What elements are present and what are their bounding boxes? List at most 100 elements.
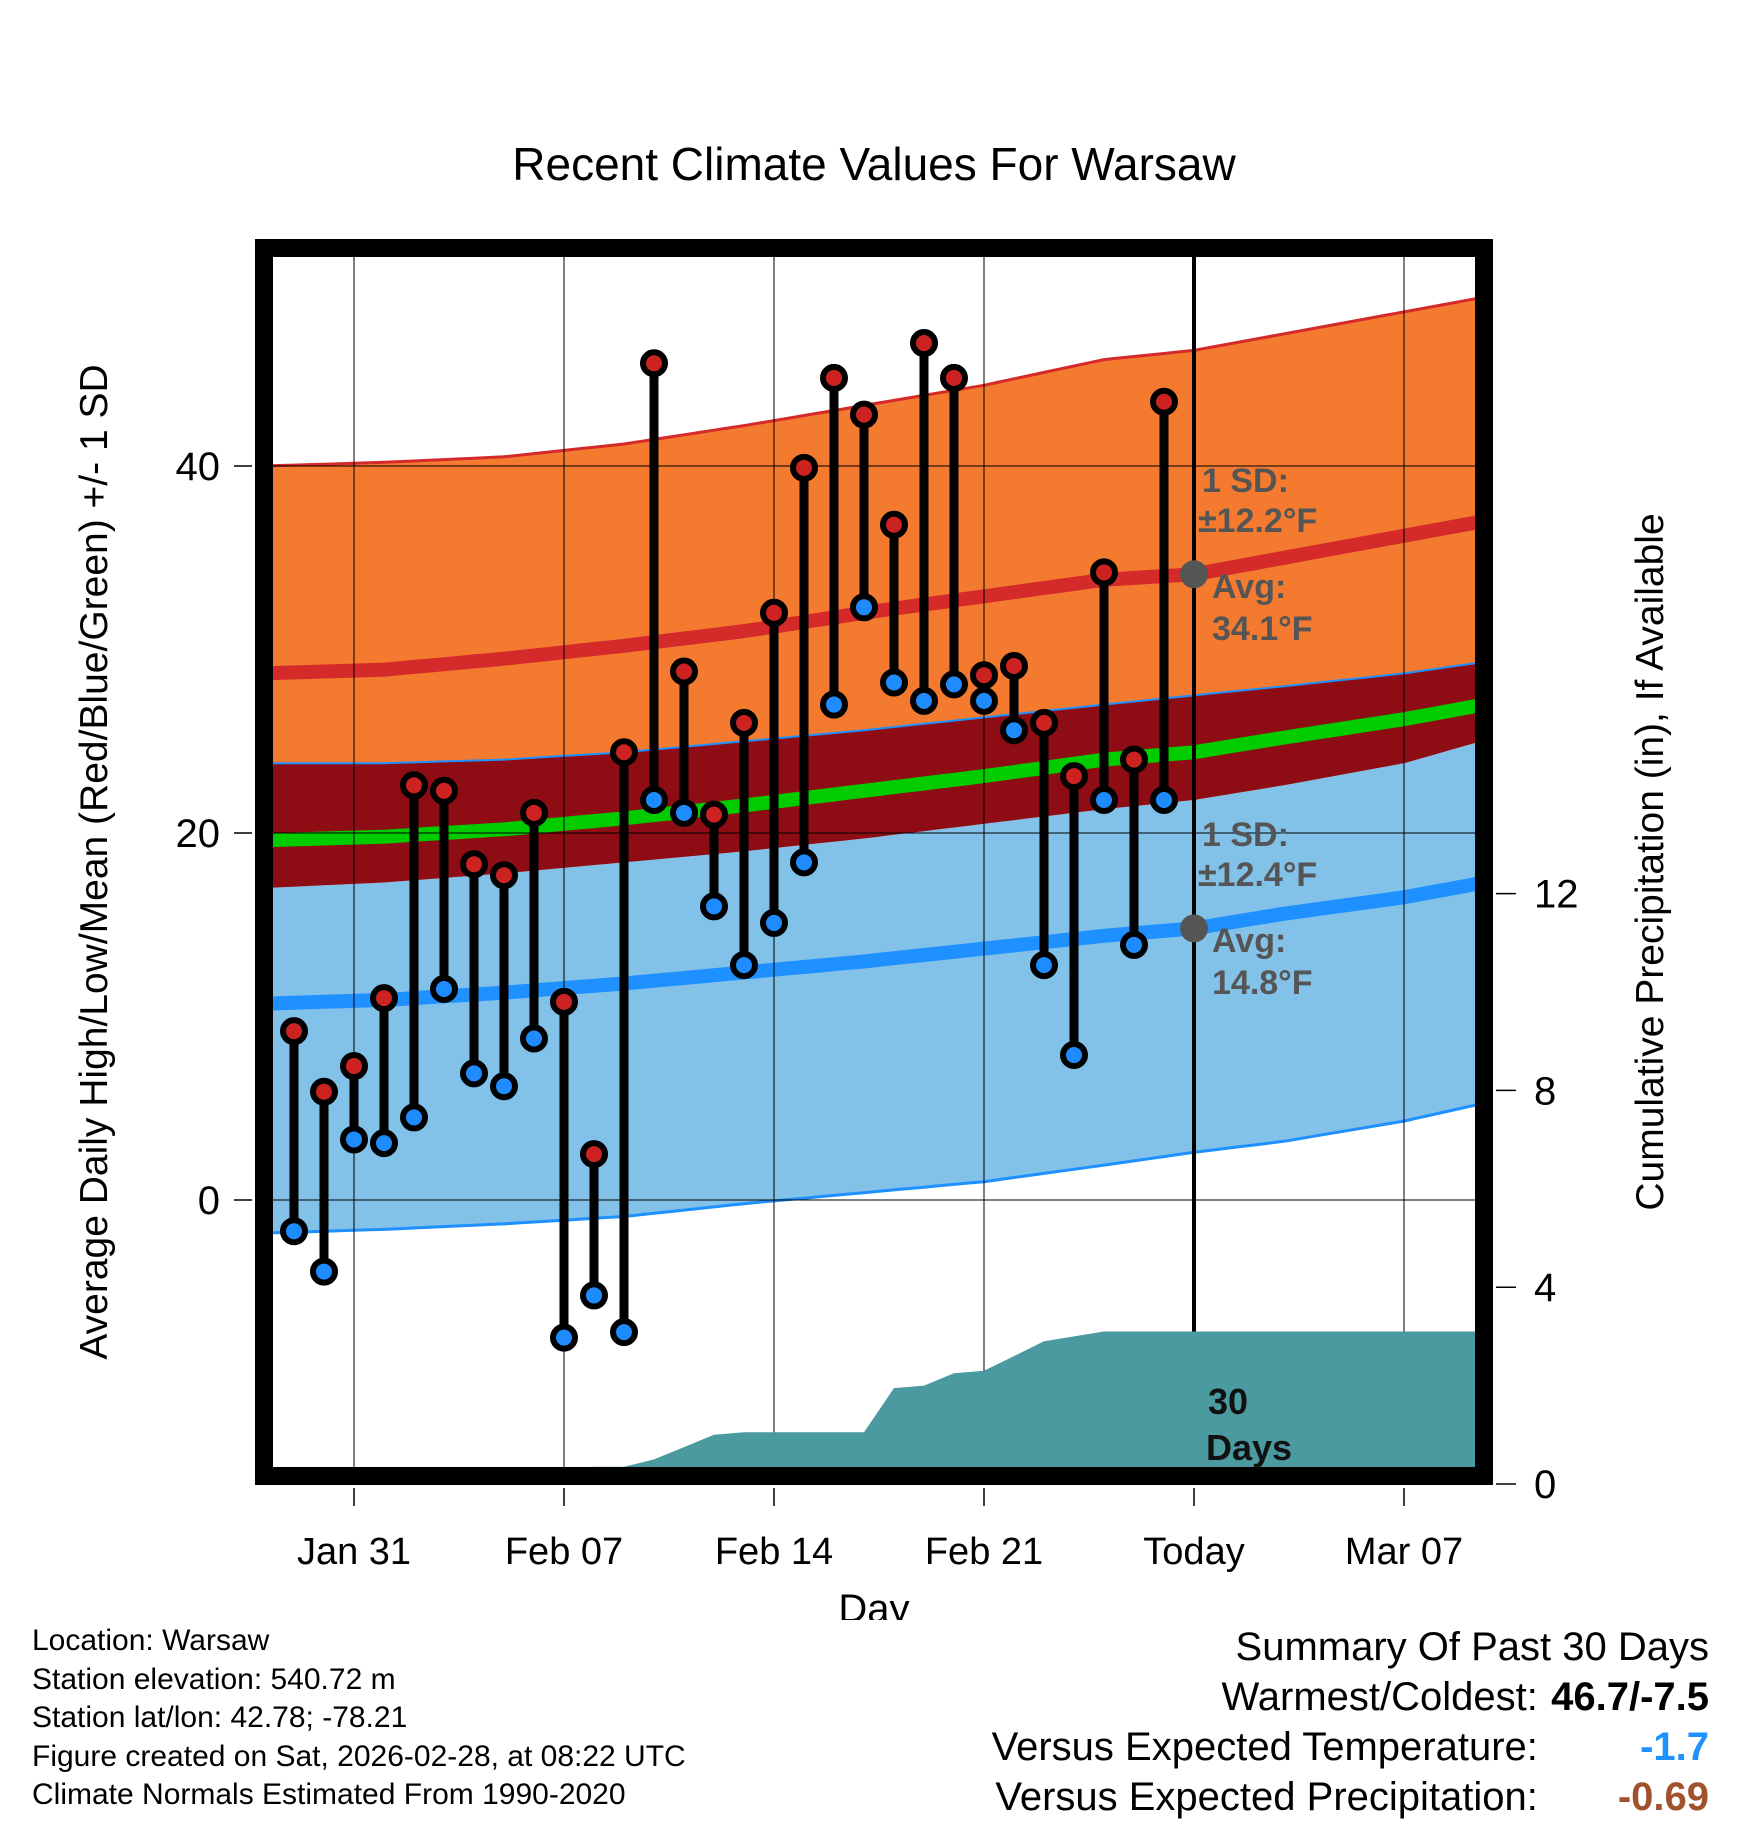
x-tick-label: Feb 21 — [925, 1531, 1043, 1573]
y2-tick-label: 4 — [1534, 1266, 1556, 1310]
high-point — [880, 510, 908, 539]
low-point — [1000, 716, 1028, 745]
warmest-value: 46.7/-7.5 — [1551, 1675, 1709, 1719]
high-avg-marker — [1180, 560, 1208, 589]
low-point — [1150, 785, 1178, 814]
high-point — [790, 453, 818, 482]
low-point — [460, 1059, 488, 1088]
high-sd-label: 1 SD: — [1202, 462, 1289, 500]
high-point — [520, 798, 548, 827]
temp-label: Versus Expected Temperature: — [991, 1725, 1538, 1769]
precip-label: Versus Expected Precipitation: — [995, 1775, 1538, 1819]
low-point — [730, 951, 758, 980]
normal-bands — [264, 296, 1481, 1235]
low-point — [580, 1281, 608, 1310]
low-avg-marker — [1180, 914, 1208, 943]
y2-tick-label: 8 — [1534, 1069, 1556, 1113]
summary-precip-row: Versus Expected Precipitation: -0.69 — [992, 1772, 1709, 1822]
low-point — [940, 670, 968, 699]
high-point — [1150, 387, 1178, 416]
precip-value: -0.69 — [1617, 1775, 1709, 1819]
high-point — [310, 1077, 338, 1106]
low-point — [430, 974, 458, 1003]
high-point — [1000, 652, 1028, 681]
high-point — [580, 1140, 608, 1169]
low-point — [850, 593, 878, 622]
high-avg-value: 34.1°F — [1212, 610, 1313, 648]
low-sd-label: 1 SD: — [1202, 816, 1289, 854]
location-text: Location: Warsaw — [32, 1624, 270, 1657]
y-tick-label: 20 — [176, 812, 221, 856]
low-point — [700, 892, 728, 921]
high-point — [340, 1052, 368, 1081]
low-point — [550, 1323, 578, 1352]
low-lower-line — [264, 1102, 1480, 1235]
summary-warmest-row: Warmest/Coldest: 46.7/-7.5 — [992, 1672, 1710, 1722]
warmest-label: Warmest/Coldest: — [1221, 1675, 1538, 1719]
high-sd-value: ±12.2°F — [1198, 502, 1317, 540]
low-point — [880, 668, 908, 697]
low-point — [1090, 785, 1118, 814]
latlon-text: Station lat/lon: 42.78; -78.21 — [32, 1701, 408, 1734]
precip-window-label: Days — [1206, 1427, 1292, 1468]
high-point — [1090, 558, 1118, 587]
low-point — [310, 1257, 338, 1286]
low-point — [910, 686, 938, 715]
summary-title: Summary Of Past 30 Days — [1235, 1625, 1709, 1669]
high-point — [370, 984, 398, 1013]
low-avg-label: Avg: — [1212, 922, 1286, 960]
high-point — [820, 363, 848, 392]
y-tick-label: 40 — [176, 445, 221, 489]
high-point — [700, 800, 728, 829]
high-avg-label: Avg: — [1212, 568, 1286, 606]
daily-range-stems — [289, 338, 1169, 1343]
high-point — [430, 776, 458, 805]
axes: 0 20 40 0 4 8 12 Jan 31 Feb 07 Feb 14 Feb 21 Today M… — [176, 445, 1579, 1573]
summary-temp-row: Versus Expected Temperature: -1.7 — [992, 1722, 1709, 1772]
high-point — [400, 771, 428, 800]
x-axis-label: Day — [838, 1587, 909, 1620]
high-point — [940, 363, 968, 392]
high-point — [850, 400, 878, 429]
low-point — [340, 1125, 368, 1154]
y-axis-label: Average Daily High/Low/Mean (Red/Blue/Gr… — [73, 364, 116, 1359]
high-point — [1030, 708, 1058, 737]
high-point — [550, 987, 578, 1016]
x-tick-label: Feb 07 — [505, 1531, 623, 1573]
overlap-band — [264, 662, 1479, 888]
mean-line — [264, 698, 1481, 848]
high-point — [280, 1017, 308, 1046]
low-point — [400, 1103, 428, 1132]
grid-lines — [264, 248, 1484, 1476]
high-point — [670, 657, 698, 686]
high-point — [910, 329, 938, 358]
precipitation-area — [536, 1331, 1484, 1476]
high-point — [460, 850, 488, 879]
low-point — [280, 1217, 308, 1246]
temp-value: -1.7 — [1640, 1725, 1709, 1769]
low-point — [1030, 951, 1058, 980]
x-tick-label: Mar 07 — [1345, 1531, 1463, 1573]
plot-border — [255, 239, 1493, 1485]
low-avg-value: 14.8°F — [1212, 964, 1313, 1002]
high-point — [1060, 762, 1088, 791]
y2-axis-label: Cumulative Precipitation (in), If Availa… — [1629, 513, 1672, 1210]
plot-frame — [255, 239, 1493, 1485]
high-point — [970, 661, 998, 690]
low-point — [1060, 1041, 1088, 1070]
y-tick-label: 0 — [198, 1179, 220, 1223]
x-tick-label: Jan 31 — [297, 1531, 411, 1573]
low-point — [970, 686, 998, 715]
low-point — [670, 798, 698, 827]
high-lower-line — [264, 661, 1480, 765]
low-point — [490, 1072, 518, 1101]
y2-tick-label: 0 — [1534, 1463, 1556, 1507]
low-point — [790, 848, 818, 877]
daily-points — [280, 329, 1178, 1352]
x-tick-label: Today — [1143, 1531, 1244, 1573]
low-point — [610, 1318, 638, 1347]
y2-tick-label: 12 — [1534, 873, 1579, 917]
low-point — [820, 690, 848, 719]
precip-area — [536, 1331, 1484, 1476]
